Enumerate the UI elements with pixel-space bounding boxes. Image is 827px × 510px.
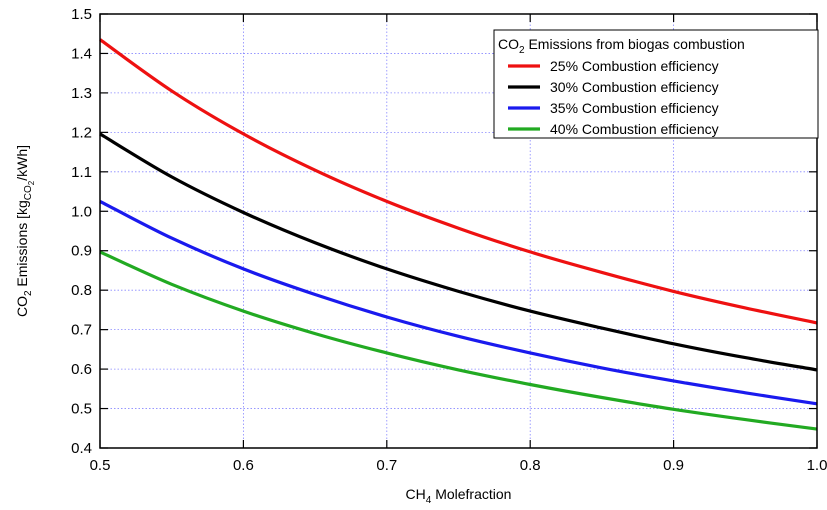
x-tick-label: 0.7	[376, 457, 397, 474]
x-axis-title: CH4 Molefraction	[406, 486, 512, 506]
y-tick-label: 0.4	[71, 440, 92, 457]
series-line-2	[99, 132, 818, 372]
y-tick-label: 0.6	[71, 361, 92, 378]
y-tick-label: 0.8	[71, 282, 92, 299]
axis-ticks: 0.5 0.6 0.7 0.8 0.9 1.00.40.50.60.70.80.91.01…	[71, 6, 827, 474]
x-tick-label: 0.5	[90, 457, 111, 474]
y-tick-label: 1.3	[71, 85, 92, 102]
series-line-3	[99, 199, 818, 406]
y-tick-label: 0.7	[71, 322, 92, 339]
x-tick-label: 0.9	[663, 457, 684, 474]
legend-label: 30% Combustion efficiency	[550, 79, 719, 95]
y-tick-label: 1.4	[71, 45, 92, 62]
y-tick-label: 1.2	[71, 124, 92, 141]
series-line-4	[99, 250, 818, 431]
series-line-1	[99, 38, 818, 325]
plot-frame	[99, 13, 818, 449]
legend-label: 40% Combustion efficiency	[550, 121, 719, 137]
series-lines	[99, 38, 818, 431]
legend-title: CO2 Emissions from biogas combustion	[498, 36, 745, 56]
legend: CO2 Emissions from biogas combustion 25%…	[493, 29, 819, 139]
x-tick-label: 0.8	[520, 457, 541, 474]
x-tick-label: 1.0	[807, 457, 827, 474]
x-tick-label: 0.6	[233, 457, 254, 474]
y-tick-label: 1.5	[71, 6, 92, 23]
legend-label: 25% Combustion efficiency	[550, 58, 719, 74]
y-axis-title: CO2 Emissions [kgCO2/kWh]	[14, 145, 36, 317]
legend-label: 35% Combustion efficiency	[550, 100, 719, 116]
y-tick-label: 0.9	[71, 243, 92, 260]
y-tick-label: 1.0	[71, 203, 92, 220]
y-tick-label: 0.5	[71, 401, 92, 418]
legend-box	[493, 29, 819, 139]
legend-items: 25% Combustion efficiency 30% Combustion …	[508, 58, 719, 137]
y-tick-label: 1.1	[71, 164, 92, 181]
